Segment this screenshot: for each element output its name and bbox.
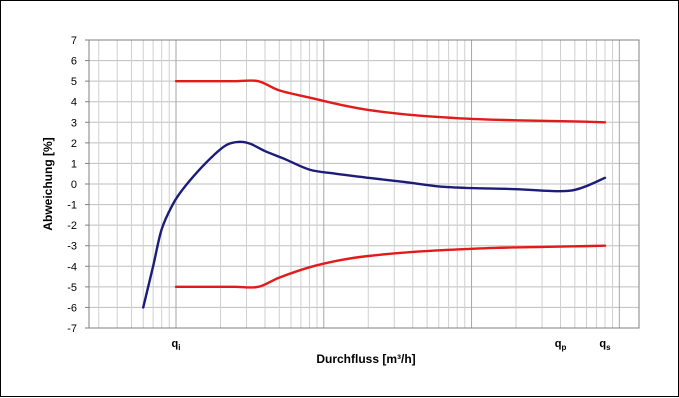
series-line-3 (142, 140, 607, 309)
y-tick-label: -7 (67, 323, 77, 335)
x-tick-label: qi (172, 338, 181, 352)
grid (89, 39, 639, 329)
x-axis-ticks: qi qp qs (172, 338, 612, 352)
y-tick-label: -2 (67, 220, 77, 232)
y-tick-label: 1 (71, 158, 77, 170)
series-line-1 (174, 79, 607, 124)
x-tick-label: qs (599, 338, 611, 352)
y-tick-label: 0 (71, 179, 77, 191)
y-tick-label: 3 (71, 117, 77, 129)
y-tick-label: -5 (67, 282, 77, 294)
series (142, 79, 607, 309)
y-tick-label: -4 (67, 261, 77, 273)
y-tick-label: 7 (71, 35, 77, 47)
y-tick-label: 6 (71, 56, 77, 68)
y-tick-label: -3 (67, 241, 77, 253)
x-axis-title: Durchfluss [m³/h] (316, 352, 415, 366)
y-tick-label: 5 (71, 76, 77, 88)
series-line-2 (174, 244, 607, 289)
y-axis-title: Abweichung [%] (41, 137, 55, 230)
x-tick-label: qp (555, 338, 567, 352)
y-axis-ticks: 7 6 5 4 3 2 1 0 -1 -2 -3 -4 -5 -6 -7 (67, 35, 89, 335)
y-tick-label: -6 (67, 302, 77, 314)
y-tick-label: 4 (71, 97, 77, 109)
y-tick-label: -1 (67, 200, 77, 212)
y-tick-label: 2 (71, 138, 77, 150)
